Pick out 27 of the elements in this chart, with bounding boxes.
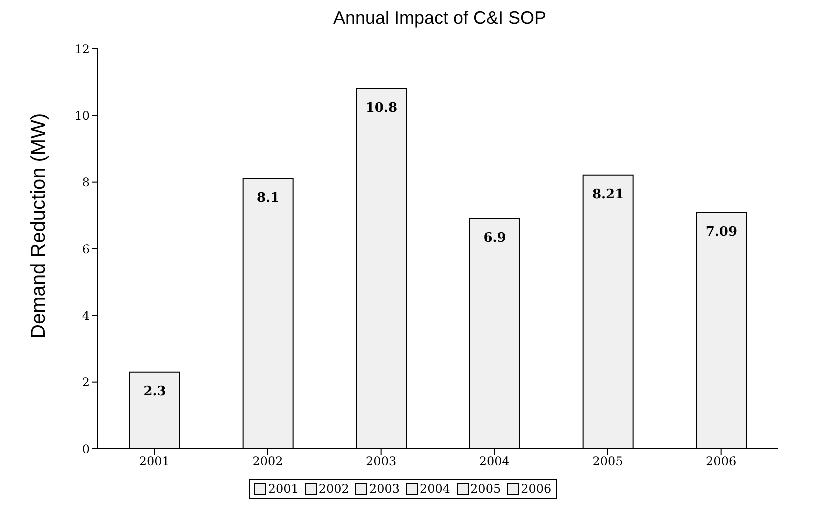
x-tick-label: 2001 <box>139 454 170 469</box>
data-label: 8.1 <box>257 191 280 206</box>
x-tick-label: 2004 <box>479 454 510 469</box>
y-tick-label: 4 <box>82 308 90 323</box>
chart-title: Annual Impact of C&I SOP <box>332 8 548 29</box>
data-label: 6.9 <box>484 231 506 246</box>
data-label: 7.09 <box>706 224 738 240</box>
data-label: 10.8 <box>366 101 398 116</box>
y-tick-label: 6 <box>82 242 90 256</box>
legend-label: 2002 <box>318 482 350 496</box>
y-tick-label: 12 <box>74 42 90 56</box>
legend-label: 2005 <box>470 482 502 496</box>
x-tick-label: 2006 <box>706 454 737 469</box>
y-tick-label: 0 <box>82 442 90 456</box>
y-axis-title: Demand Reduction (MW) <box>28 113 50 339</box>
x-tick-label: 2005 <box>592 454 624 469</box>
legend-label: 2006 <box>521 482 552 496</box>
y-tick-label: 8 <box>82 176 90 190</box>
legend-label: 2003 <box>369 482 400 496</box>
legend-label: 2001 <box>268 482 299 496</box>
data-label: 2.3 <box>144 384 166 400</box>
y-tick-label: 2 <box>82 376 90 390</box>
x-tick-label: 2002 <box>252 454 284 469</box>
legend-label: 2004 <box>420 482 451 496</box>
data-label: 8.21 <box>592 188 624 203</box>
x-tick-label: 2003 <box>366 454 397 469</box>
y-tick-label: 10 <box>74 108 90 123</box>
